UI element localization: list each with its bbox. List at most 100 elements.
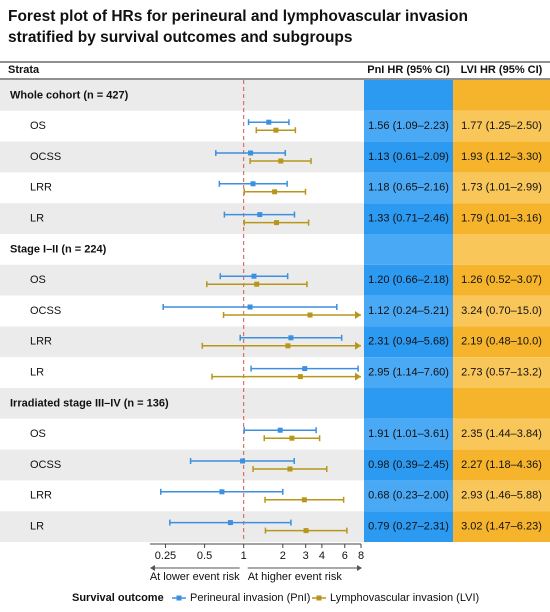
column-band xyxy=(453,326,550,358)
row-band xyxy=(0,110,364,142)
value-label: 2.31 (0.94–5.68) xyxy=(368,336,449,348)
point xyxy=(257,212,263,218)
column-band xyxy=(453,511,550,542)
x-tick-label: 0.25 xyxy=(155,550,176,562)
category-label: OCSS xyxy=(30,459,61,471)
legend-label: Lymphovascular invasion (LVI) xyxy=(330,592,479,604)
point xyxy=(278,158,284,164)
row-band xyxy=(0,418,364,450)
x-tick-label: 8 xyxy=(358,550,364,562)
point xyxy=(251,273,257,279)
row-band xyxy=(0,511,364,542)
point xyxy=(266,119,272,125)
row-band xyxy=(0,480,364,512)
column-band xyxy=(453,80,550,111)
value-label: 1.26 (0.52–3.07) xyxy=(461,274,542,286)
column-band xyxy=(453,141,550,173)
point xyxy=(302,366,308,372)
point xyxy=(274,220,280,226)
category-label: OS xyxy=(30,120,46,132)
value-label: 1.56 (1.09–2.23) xyxy=(368,120,449,132)
x-tick-label: 1 xyxy=(241,550,247,562)
point xyxy=(240,458,246,464)
header: PnI HR (95% CI) xyxy=(367,64,450,76)
point xyxy=(250,181,256,187)
column-band xyxy=(453,264,550,296)
point xyxy=(288,335,294,341)
category-label: LRR xyxy=(30,336,52,348)
column-band xyxy=(364,511,453,542)
point xyxy=(219,489,225,495)
category-label: LRR xyxy=(30,182,52,194)
column-band xyxy=(364,388,453,419)
value-label: 1.73 (1.01–2.99) xyxy=(461,182,542,194)
point xyxy=(248,150,254,156)
column-band xyxy=(453,449,550,481)
header: Strata xyxy=(8,64,40,76)
value-label: 1.12 (0.24–5.21) xyxy=(368,305,449,317)
legend-swatch xyxy=(176,595,182,601)
point xyxy=(307,312,313,318)
category-label: LR xyxy=(30,213,44,225)
point xyxy=(272,189,278,195)
value-label: 0.68 (0.23–2.00) xyxy=(368,490,449,502)
point xyxy=(297,374,303,380)
column-band xyxy=(364,172,453,204)
value-label: 3.24 (0.70–15.0) xyxy=(461,305,542,317)
column-band xyxy=(453,388,550,419)
x-tick-label: 6 xyxy=(342,550,348,562)
axis-label: At lower event risk xyxy=(150,571,240,583)
column-band xyxy=(453,357,550,388)
column-band xyxy=(453,110,550,142)
row-band xyxy=(0,264,364,296)
value-label: 1.91 (1.01–3.61) xyxy=(368,428,449,440)
row-band xyxy=(0,326,364,358)
row-band xyxy=(0,295,364,327)
point xyxy=(227,520,233,526)
value-label: 2.35 (1.44–3.84) xyxy=(461,428,542,440)
value-label: 1.93 (1.12–3.30) xyxy=(461,151,542,163)
group-label: Stage I–II (n = 224) xyxy=(10,243,107,255)
value-label: 1.20 (0.66–2.18) xyxy=(368,274,449,286)
column-band xyxy=(364,141,453,173)
row-band xyxy=(0,388,364,419)
column-band xyxy=(364,357,453,388)
value-label: 2.95 (1.14–7.60) xyxy=(368,367,449,379)
value-label: 0.79 (0.27–2.31) xyxy=(368,521,449,533)
category-label: LRR xyxy=(30,490,52,502)
category-label: OS xyxy=(30,428,46,440)
row-band xyxy=(0,172,364,204)
column-band xyxy=(364,203,453,234)
value-label: 2.73 (0.57–13.2) xyxy=(461,367,542,379)
row-band xyxy=(0,234,364,265)
value-label: 0.98 (0.39–2.45) xyxy=(368,459,449,471)
column-band xyxy=(453,203,550,234)
column-band xyxy=(364,264,453,296)
category-label: OS xyxy=(30,274,46,286)
ci-arrow xyxy=(355,372,361,381)
category-label: LR xyxy=(30,367,44,379)
column-band xyxy=(364,110,453,142)
column-band xyxy=(453,234,550,265)
column-band xyxy=(364,234,453,265)
point xyxy=(303,528,309,534)
point xyxy=(273,127,279,133)
row-band xyxy=(0,80,364,111)
column-band xyxy=(364,449,453,481)
header: LVI HR (95% CI) xyxy=(461,64,543,76)
row-band xyxy=(0,141,364,173)
axis-arrow xyxy=(357,565,362,571)
value-label: 2.19 (0.48–10.0) xyxy=(461,336,542,348)
group-label: Whole cohort (n = 427) xyxy=(10,89,129,101)
x-tick-label: 2 xyxy=(280,550,286,562)
value-label: 1.33 (0.71–2.46) xyxy=(368,213,449,225)
point xyxy=(301,497,307,503)
category-label: OCSS xyxy=(30,151,61,163)
ci-arrow xyxy=(355,311,361,319)
axis-arrow xyxy=(150,565,155,571)
group-label: Irradiated stage III–IV (n = 136) xyxy=(10,397,169,409)
column-band xyxy=(364,295,453,327)
point xyxy=(289,435,295,441)
x-tick-label: 4 xyxy=(319,550,325,562)
